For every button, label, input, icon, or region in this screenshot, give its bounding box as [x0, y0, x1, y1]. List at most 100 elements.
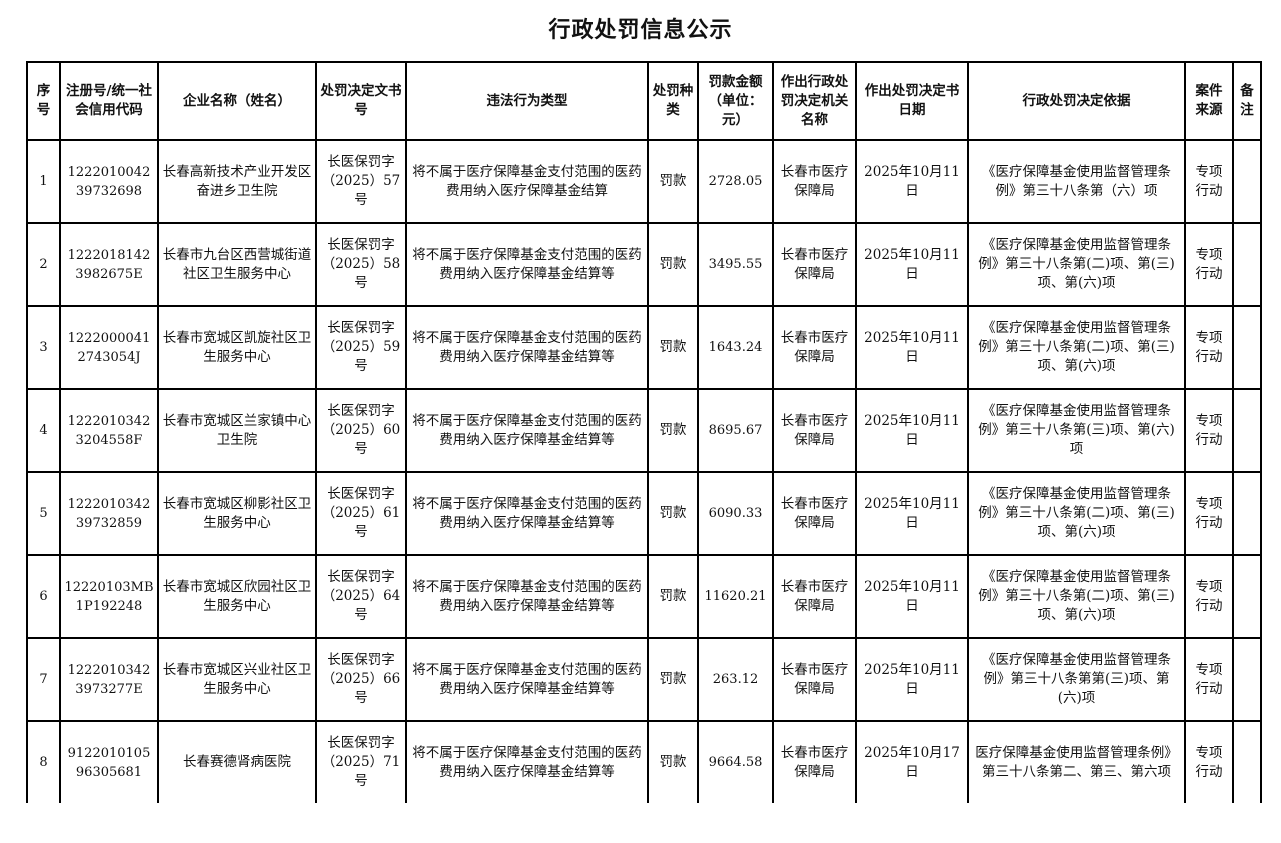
table-row: 4 12220103423204558F 长春市宽城区兰家镇中心卫生院 长医保罚字（2…: [26, 388, 1262, 473]
cell-note: [1232, 139, 1262, 224]
cell-no: 7: [26, 637, 61, 722]
table-row: 2 12220181423982675E 长春市九台区西营城街道社区卫生服务中心 长医…: [26, 222, 1262, 307]
cell-date: 2025年10月11日: [855, 305, 969, 390]
cell-source: 专项行动: [1184, 554, 1234, 639]
cell-violation: 将不属于医疗保障基金支付范围的医药费用纳入医疗保障基金结算等: [405, 222, 649, 307]
cell-violation: 将不属于医疗保障基金支付范围的医药费用纳入医疗保障基金结算等: [405, 637, 649, 722]
cell-note: [1232, 554, 1262, 639]
cell-basis: 《医疗保障基金使用监督管理条例》第三十八条第(三)项、第(六)项: [967, 388, 1186, 473]
cell-date: 2025年10月17日: [855, 720, 969, 803]
cell-code: 12220103423973277E: [59, 637, 159, 722]
cell-authority: 长春市医疗保障局: [772, 222, 857, 307]
cell-doc: 长医保罚字（2025）57号: [315, 139, 407, 224]
cell-doc: 长医保罚字（2025）59号: [315, 305, 407, 390]
header-col-basis: 行政处罚决定依据: [967, 61, 1186, 141]
cell-authority: 长春市医疗保障局: [772, 139, 857, 224]
cell-basis: 《医疗保障基金使用监督管理条例》第三十八条第(二)项、第(三)项、第(六)项: [967, 222, 1186, 307]
cell-basis: 医疗保障基金使用监督管理条例》第三十八条第二、第三、第六项: [967, 720, 1186, 803]
cell-code: 912201010596305681: [59, 720, 159, 803]
cell-authority: 长春市医疗保障局: [772, 720, 857, 803]
cell-code: 12220181423982675E: [59, 222, 159, 307]
page-title: 行政处罚信息公示: [548, 18, 733, 43]
cell-no: 3: [26, 305, 61, 390]
cell-source: 专项行动: [1184, 637, 1234, 722]
header-row: 序号 注册号/统一社会信用代码 企业名称（姓名） 处罚决定文书号 违法行为类型 处罚种类罚…: [26, 61, 1262, 141]
cell-amount: 6090.33: [697, 471, 774, 556]
header-col-violation: 违法行为类型: [405, 61, 649, 141]
cell-date: 2025年10月11日: [855, 554, 969, 639]
header-col-name: 企业名称（姓名）: [157, 61, 317, 141]
cell-violation: 将不属于医疗保障基金支付范围的医药费用纳入医疗保障基金结算等: [405, 388, 649, 473]
cell-authority: 长春市医疗保障局: [772, 471, 857, 556]
cell-type: 罚款: [647, 305, 699, 390]
cell-name: 长春市宽城区欣园社区卫生服务中心: [157, 554, 317, 639]
cell-doc: 长医保罚字（2025）71号: [315, 720, 407, 803]
cell-authority: 长春市医疗保障局: [772, 637, 857, 722]
header-col-type: 处罚种类: [647, 61, 699, 141]
header-col-amount: 罚款金额（单位：元）: [697, 61, 774, 141]
cell-name: 长春市宽城区凯旋社区卫生服务中心: [157, 305, 317, 390]
cell-doc: 长医保罚字（2025）58号: [315, 222, 407, 307]
cell-date: 2025年10月11日: [855, 637, 969, 722]
cell-violation: 将不属于医疗保障基金支付范围的医药费用纳入医疗保障基金结算等: [405, 720, 649, 803]
cell-violation: 将不属于医疗保障基金支付范围的医药费用纳入医疗保障基金结算等: [405, 554, 649, 639]
header-col-code: 注册号/统一社会信用代码: [59, 61, 159, 141]
penalty-table: 序号 注册号/统一社会信用代码 企业名称（姓名） 处罚决定文书号 违法行为类型 处罚种类罚…: [26, 61, 1262, 803]
cell-source: 专项行动: [1184, 305, 1234, 390]
cell-type: 罚款: [647, 637, 699, 722]
cell-code: 12220000412743054J: [59, 305, 159, 390]
cell-type: 罚款: [647, 388, 699, 473]
cell-type: 罚款: [647, 554, 699, 639]
cell-note: [1232, 637, 1262, 722]
header-col-doc: 处罚决定文书号: [315, 61, 407, 141]
cell-violation: 将不属于医疗保障基金支付范围的医药费用纳入医疗保障基金结算: [405, 139, 649, 224]
cell-type: 罚款: [647, 720, 699, 803]
header-col-note: 备注: [1232, 61, 1262, 141]
table-row: 7 12220103423973277E 长春市宽城区兴业社区卫生服务中心 长医保罚字…: [26, 637, 1262, 722]
cell-amount: 3495.55: [697, 222, 774, 307]
cell-doc: 长医保罚字（2025）60号: [315, 388, 407, 473]
cell-date: 2025年10月11日: [855, 139, 969, 224]
cell-basis: 《医疗保障基金使用监督管理条例》第三十八条第（六）项: [967, 139, 1186, 224]
cell-amount: 2728.05: [697, 139, 774, 224]
cell-amount: 8695.67: [697, 388, 774, 473]
table-row: 5 122201034239732859 长春市宽城区柳影社区卫生服务中心 长医保罚字…: [26, 471, 1262, 556]
cell-name: 长春赛德肾病医院: [157, 720, 317, 803]
cell-no: 1: [26, 139, 61, 224]
cell-date: 2025年10月11日: [855, 471, 969, 556]
cell-type: 罚款: [647, 222, 699, 307]
cell-source: 专项行动: [1184, 139, 1234, 224]
cell-code: 12220103423204558F: [59, 388, 159, 473]
cell-note: [1232, 388, 1262, 473]
cell-amount: 11620.21: [697, 554, 774, 639]
cell-code: 12220103MB1P192248: [59, 554, 159, 639]
cell-doc: 长医保罚字（2025）61号: [315, 471, 407, 556]
cell-code: 122201034239732859: [59, 471, 159, 556]
header-col-no: 序号: [26, 61, 61, 141]
cell-no: 4: [26, 388, 61, 473]
cell-note: [1232, 720, 1262, 803]
cell-note: [1232, 305, 1262, 390]
table-row: 1 122201004239732698 长春高新技术产业开发区奋进乡卫生院 长医保罚…: [26, 139, 1262, 224]
cell-source: 专项行动: [1184, 471, 1234, 556]
cell-no: 8: [26, 720, 61, 803]
cell-authority: 长春市医疗保障局: [772, 554, 857, 639]
cell-violation: 将不属于医疗保障基金支付范围的医药费用纳入医疗保障基金结算等: [405, 471, 649, 556]
cell-no: 6: [26, 554, 61, 639]
cell-basis: 《医疗保障基金使用监督管理条例》第三十八条第第(三)项、第(六)项: [967, 637, 1186, 722]
table-row: 3 12220000412743054J 长春市宽城区凯旋社区卫生服务中心 长医保罚字…: [26, 305, 1262, 390]
cell-note: [1232, 222, 1262, 307]
cell-authority: 长春市医疗保障局: [772, 388, 857, 473]
cell-name: 长春市九台区西营城街道社区卫生服务中心: [157, 222, 317, 307]
table-row: 8 912201010596305681 长春赛德肾病医院 长医保罚字（2025）71…: [26, 720, 1262, 803]
cell-type: 罚款: [647, 471, 699, 556]
cell-no: 5: [26, 471, 61, 556]
header-col-source: 案件来源: [1184, 61, 1234, 141]
cell-doc: 长医保罚字（2025）66号: [315, 637, 407, 722]
cell-type: 罚款: [647, 139, 699, 224]
table-row: 6 12220103MB1P192248 长春市宽城区欣园社区卫生服务中心 长医保罚字…: [26, 554, 1262, 639]
cell-source: 专项行动: [1184, 222, 1234, 307]
cell-date: 2025年10月11日: [855, 388, 969, 473]
cell-note: [1232, 471, 1262, 556]
cell-source: 专项行动: [1184, 388, 1234, 473]
